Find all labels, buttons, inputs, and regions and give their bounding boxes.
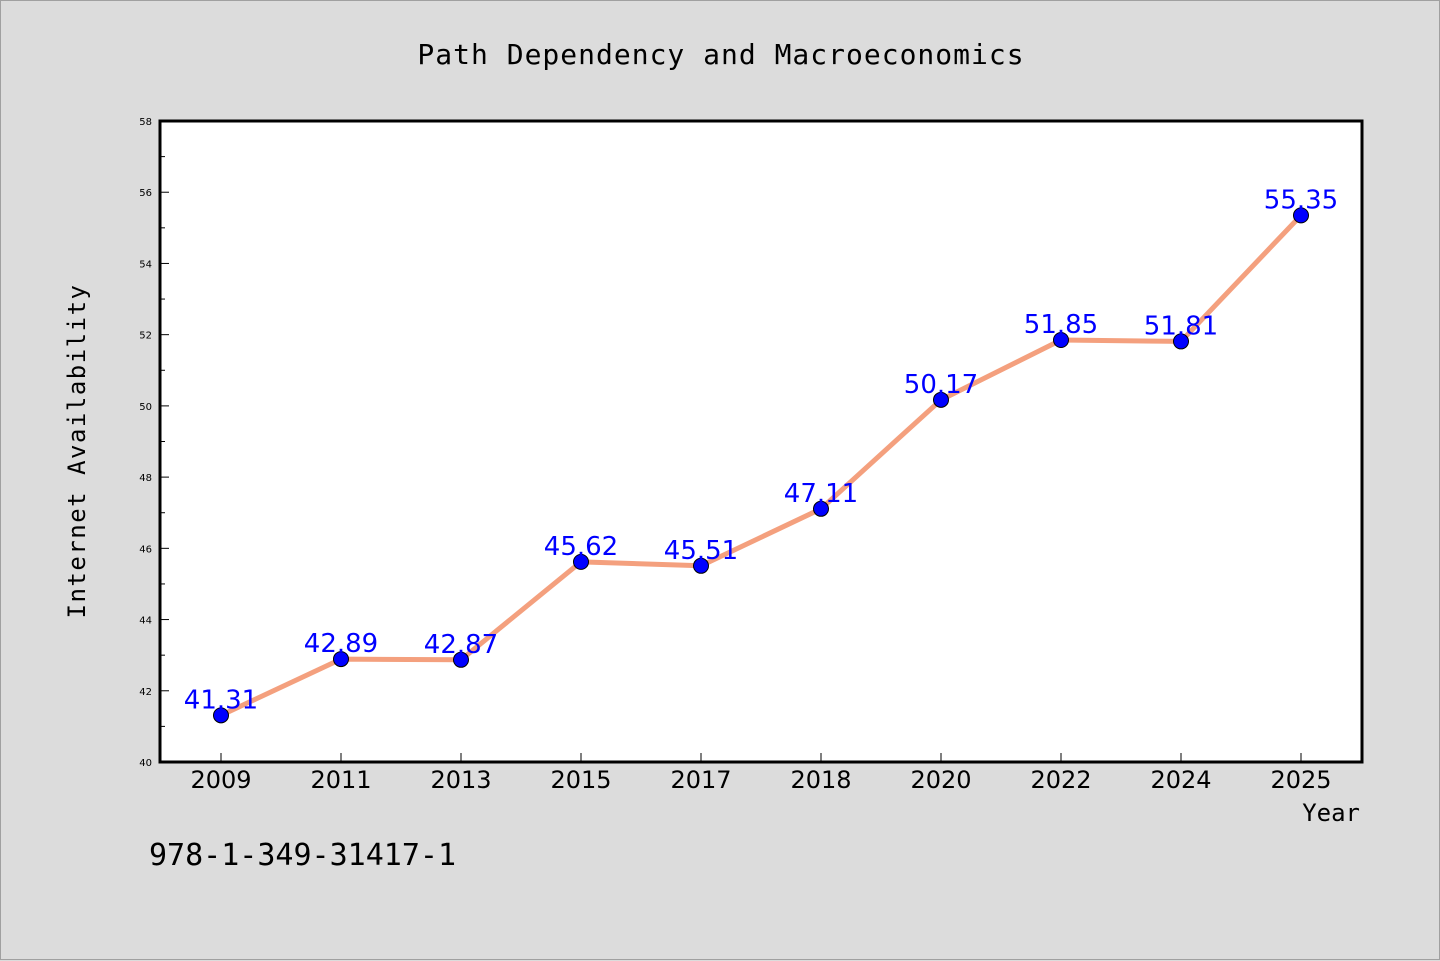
- data-point: [1173, 333, 1189, 350]
- data-point: [693, 557, 709, 574]
- y-axis-label: Internet Availability: [63, 284, 91, 619]
- data-point: [333, 651, 349, 668]
- x-tick-label: 2018: [790, 766, 851, 794]
- y-tick-label: 52: [139, 331, 152, 342]
- data-label: 51.81: [1144, 311, 1218, 341]
- data-label: 45.62: [544, 532, 618, 562]
- y-tick-label: 46: [139, 544, 152, 555]
- data-point: [573, 553, 589, 570]
- data-label: 45.51: [664, 536, 738, 566]
- data-point: [453, 651, 469, 668]
- x-tick-label: 2020: [910, 766, 971, 794]
- y-tick-label: 58: [139, 117, 152, 128]
- x-tick-label: 2022: [1030, 766, 1091, 794]
- plot-area: [158, 119, 1364, 764]
- x-axis-label: Year: [1302, 799, 1360, 827]
- x-tick-label: 2024: [1150, 766, 1211, 794]
- data-label: 55.35: [1264, 185, 1338, 215]
- x-tick-label: 2017: [670, 766, 731, 794]
- data-point: [813, 500, 829, 517]
- data-point: [1293, 207, 1309, 224]
- footer-text: 978-1-349-31417-1: [149, 838, 456, 873]
- y-tick-label: 42: [139, 687, 152, 698]
- data-label: 47.11: [784, 479, 858, 509]
- x-tick-label: 2009: [190, 766, 251, 794]
- chart-title: Path Dependency and Macroeconomics: [417, 38, 1024, 71]
- data-point: [933, 391, 949, 408]
- x-axis: 2009 2011 2013 2015 2017 2018 2020 2022 2024 2025: [190, 753, 1332, 794]
- x-tick-label: 2025: [1270, 766, 1331, 794]
- series-layer: 41.31 42.89 42.87 45.62 45.51 47.11 50.17 51.85…: [184, 185, 1338, 724]
- data-label: 42.87: [424, 630, 498, 660]
- data-label: 42.89: [304, 629, 378, 659]
- y-tick-label: 50: [139, 402, 152, 413]
- series-line: [218, 212, 1304, 718]
- y-tick-label: 48: [139, 473, 152, 484]
- x-tick-label: 2011: [310, 766, 371, 794]
- data-label: 51.85: [1024, 310, 1098, 340]
- y-tick-label: 40: [139, 758, 152, 769]
- data-label: 50.17: [904, 370, 978, 400]
- data-point: [213, 707, 229, 724]
- y-tick-label: 54: [139, 259, 152, 270]
- data-label: 41.31: [184, 685, 258, 715]
- x-tick-label: 2015: [550, 766, 611, 794]
- y-tick-label: 44: [139, 616, 152, 627]
- data-point: [1053, 332, 1069, 349]
- y-axis: 40 42 44 46 48 50 52 54 56 58: [139, 117, 169, 769]
- x-tick-label: 2013: [430, 766, 491, 794]
- y-tick-label: 56: [139, 188, 152, 199]
